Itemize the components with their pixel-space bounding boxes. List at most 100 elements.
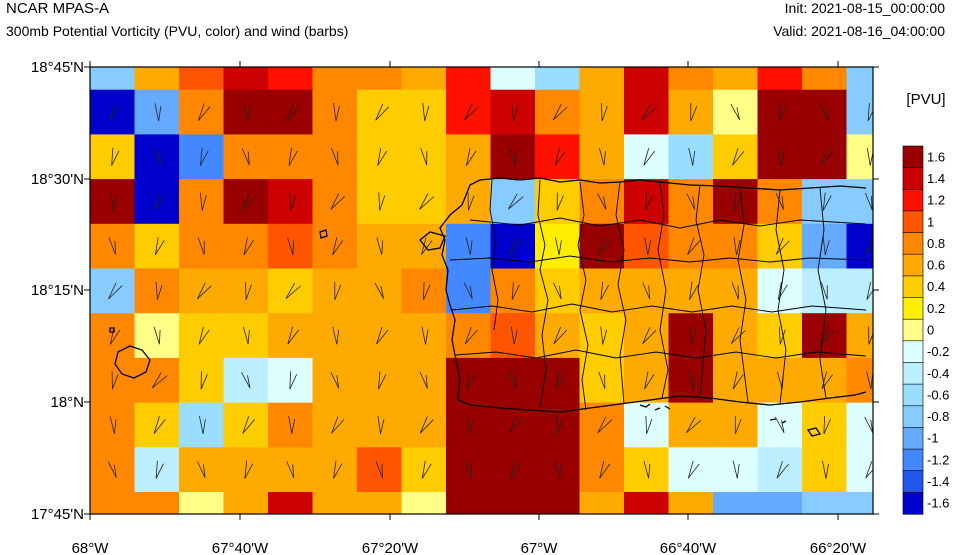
wind-barb [376,237,384,255]
pv-cell [312,492,358,514]
colorbar-tick-label: 1.2 [927,193,945,208]
wind-barb [421,237,433,256]
colorbar-swatch [902,362,924,385]
wind-barb [154,237,165,256]
pv-cell [846,67,873,91]
wind-barb [599,147,606,166]
pv-cell [713,67,759,91]
wind-barb [777,281,788,300]
wind-barb [109,416,117,434]
wind-barb [642,327,657,345]
wind-barb [823,415,831,435]
longitude-label: 67°20'W [362,540,419,555]
colorbar-tick-label: -1 [927,431,939,446]
wind-barb [644,237,652,256]
pv-cell [757,492,803,514]
wind-barb [466,371,476,390]
wind-barb [378,371,387,390]
pv-cell [535,89,581,135]
wind-barb [419,371,428,389]
colorbar-tick-label: -1.4 [927,474,949,489]
wind-barb [865,461,873,479]
colorbar-swatch [902,340,924,363]
wind-barb [241,148,250,166]
plot-subtitle: 300mb Potential Vorticity (PVU, color) a… [6,23,349,39]
wind-barb [466,415,474,435]
pv-cell [668,402,714,448]
wind-barb [600,326,608,345]
wind-barb [200,371,208,390]
wind-barb [421,326,429,345]
wind-barb [464,103,479,121]
colorbar-swatch [902,167,924,190]
colorbar-tick-label: 0 [927,323,934,338]
wind-barb [243,326,250,345]
colorbar-tick-label: -0.2 [927,344,949,359]
wind-barb [330,372,340,389]
wind-barb [510,326,518,345]
wind-barb [509,237,522,256]
wind-barb [641,104,657,121]
colorbar-swatch [902,318,924,342]
wind-barbs [107,103,873,479]
wind-barb [154,103,162,121]
colorbar-swatch [902,145,924,169]
pv-cell [624,67,670,91]
wind-barb [375,461,383,479]
colorbar-unit-label: [PVU] [906,91,945,108]
wind-barb [243,237,254,256]
colorbar-swatch [902,232,924,255]
wind-barb [552,103,568,121]
wind-barb [556,415,563,435]
wind-barb [464,460,472,479]
wind-barb [511,103,519,122]
wind-barb [643,147,656,166]
pv-cell [490,67,536,91]
colorbar-swatch [902,297,924,320]
wind-barb [108,237,116,255]
map-axes [84,61,879,520]
colorbar-tick-label: -0.6 [927,387,949,402]
wind-barb [242,416,256,434]
colorbar-tick-label: 1.4 [927,171,945,186]
colorbar-tick-label: 0.6 [927,258,945,273]
pv-cell [490,492,536,514]
pv-cell [535,492,581,514]
pv-cell [357,67,403,91]
wind-barb [463,282,473,300]
pv-cell [268,67,314,91]
wind-barb [289,192,296,211]
pv-cell [223,67,269,91]
pv-cell [713,313,759,359]
wind-barb [331,416,345,434]
wind-barb [822,237,830,256]
wind-barb [286,461,295,479]
wind-barb [553,282,562,300]
wind-barb [510,460,521,479]
wind-barb [287,237,294,255]
wind-barb [243,103,251,121]
wind-barb [153,326,161,345]
wind-barb [288,416,296,434]
wind-barb [775,416,785,433]
wind-barb [686,416,702,434]
wind-barb [197,461,206,478]
wind-barb [690,103,698,122]
wind-barb [245,281,252,300]
wind-barb [642,282,651,300]
wind-barb [197,237,205,255]
wind-barb [733,237,741,256]
colorbar-tick-label: 0.2 [927,301,945,316]
wind-barb [778,326,786,345]
wind-barb [199,416,206,434]
wind-barb [507,193,524,210]
longitude-label: 67°40'W [212,540,269,555]
longitude-label: 67°W [521,540,559,555]
wind-barb [198,326,210,345]
wind-barb [374,282,384,299]
wind-barb [775,193,784,210]
wind-barb [689,326,697,345]
wind-barb [199,147,209,166]
wind-barb [377,415,385,434]
colorbar-swatch [902,448,924,472]
